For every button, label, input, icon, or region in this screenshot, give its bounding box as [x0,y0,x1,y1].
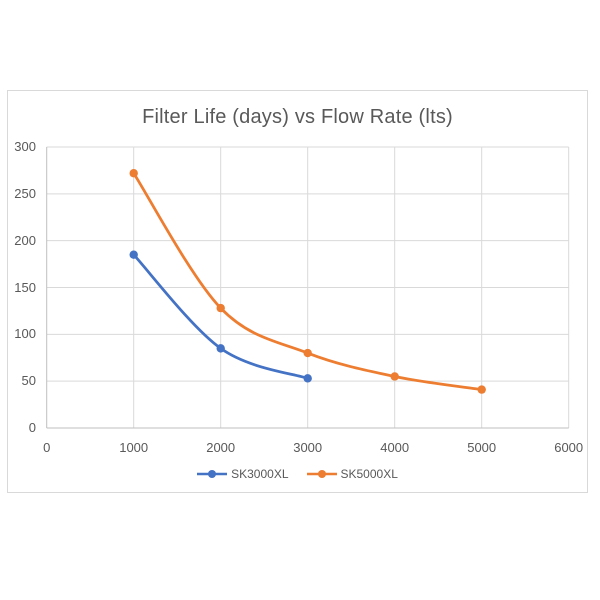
data-point-marker-SK5000XL [216,303,225,313]
x-axis-tick-label: 0 [43,440,51,455]
data-point-marker-SK3000XL [216,344,225,353]
x-axis-tick-label: 4000 [380,440,410,455]
x-axis-tick-label: 3000 [293,440,323,455]
y-axis-tick-label: 150 [14,279,36,295]
x-axis-tick-label: 5000 [467,440,497,455]
plot-area [46,146,570,429]
y-axis-tick-label: 200 [14,232,36,248]
chart-title: Filter Life (days) vs Flow Rate (lts) [142,106,453,128]
y-axis-tick-label: 250 [14,185,36,201]
chart-legend: SK3000XL SK5000XL [8,465,587,483]
x-axis-tick-label: 1000 [119,440,149,455]
legend-item-SK3000XL[interactable]: SK3000XL [197,467,289,481]
chart-container[interactable]: Filter Life (days) vs Flow Rate (lts) 0 5… [7,90,588,493]
legend-item-SK5000XL[interactable]: SK5000XL [306,467,398,481]
data-point-marker-SK3000XL [303,374,312,383]
data-point-marker-SK5000XL [129,169,138,178]
legend-line-marker-icon [197,470,228,478]
x-axis-tick-label: 6000 [554,440,584,455]
data-point-marker-SK5000XL [477,385,486,394]
y-axis-tick-label: 300 [14,139,36,154]
y-axis-tick-label: 100 [14,326,36,342]
data-point-marker-SK3000XL [129,250,138,259]
legend-label: SK5000XL [340,467,398,481]
legend-label: SK3000XL [231,467,289,481]
data-point-marker-SK5000XL [390,372,399,381]
data-point-marker-SK5000XL [303,348,312,358]
legend-line-marker-icon [306,470,337,478]
y-axis-tick-label: 0 [28,420,36,435]
y-axis-tick-label: 50 [21,373,36,389]
series-line-SK5000XL [132,171,484,391]
x-axis-tick-label: 2000 [206,440,236,455]
